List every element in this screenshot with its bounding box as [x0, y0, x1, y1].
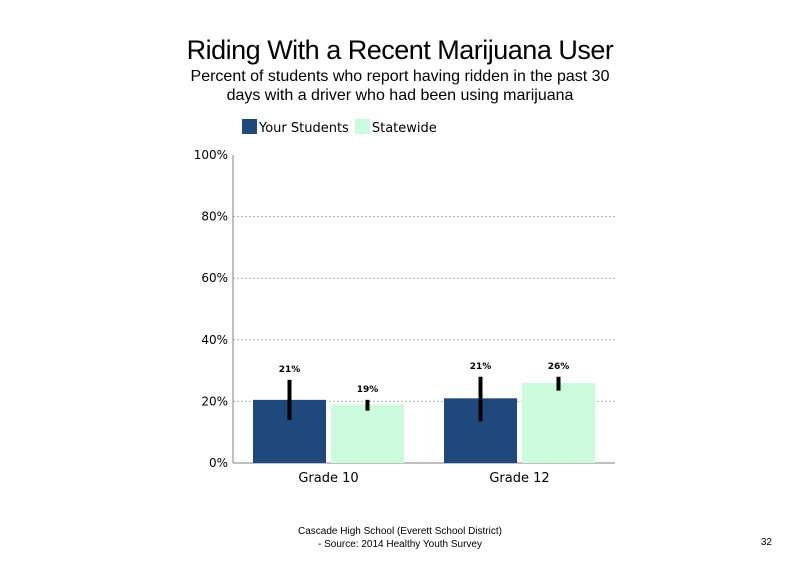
data-label: 21% — [279, 365, 301, 375]
y-tick-label: 100% — [194, 148, 228, 162]
page-number: 32 — [760, 537, 772, 548]
chart-subtitle: Percent of students who report having ri… — [190, 68, 610, 104]
data-label: 19% — [357, 385, 379, 395]
y-tick-label: 80% — [201, 210, 228, 224]
chart-title: Riding With a Recent Marijuana User — [186, 35, 614, 65]
footer-school: Cascade High School (Everett School Dist… — [298, 526, 502, 537]
y-tick-label: 60% — [201, 271, 228, 285]
data-label: 21% — [470, 362, 492, 372]
y-tick-label: 40% — [201, 333, 228, 347]
data-label: 26% — [548, 362, 570, 372]
x-tick-label: Grade 10 — [298, 471, 358, 486]
legend-label: Your Students — [258, 121, 349, 136]
x-tick-label: Grade 12 — [489, 471, 549, 486]
footer-source: - Source: 2014 Healthy Youth Survey — [318, 539, 482, 550]
legend-swatch — [354, 119, 370, 134]
y-tick-label: 20% — [201, 394, 228, 408]
bar — [331, 404, 404, 463]
footer: Cascade High School (Everett School Dist… — [200, 525, 600, 551]
legend-swatch — [242, 119, 257, 134]
legend-label: Statewide — [372, 121, 437, 136]
y-tick-label: 0% — [209, 456, 228, 470]
bar — [522, 382, 595, 463]
